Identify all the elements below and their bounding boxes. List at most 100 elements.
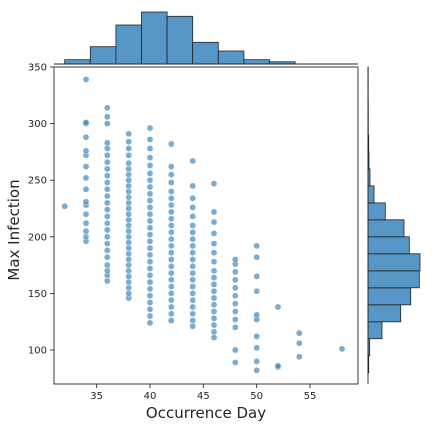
scatter-point [126, 205, 132, 211]
scatter-point [126, 188, 132, 194]
scatter-point [147, 218, 153, 224]
scatter-point [126, 194, 132, 200]
scatter-point [168, 290, 174, 296]
scatter-point [190, 204, 196, 210]
scatter-point [190, 290, 196, 296]
x-tick-label: 35 [90, 391, 103, 402]
scatter-point [147, 299, 153, 305]
y-tick-label: 100 [28, 346, 47, 357]
x-hist-bar [116, 25, 142, 64]
scatter-point [168, 270, 174, 276]
scatter-point [126, 222, 132, 228]
scatter-point [254, 345, 260, 351]
scatter-point [211, 219, 217, 225]
scatter-point [104, 234, 110, 240]
x-hist-bar [193, 42, 219, 64]
scatter-point [104, 121, 110, 127]
scatter-point [211, 241, 217, 247]
scatter-point [147, 313, 153, 319]
x-hist-bar [244, 60, 270, 64]
x-tick-label: 45 [197, 391, 210, 402]
scatter-point [126, 279, 132, 285]
scatter-point [190, 318, 196, 324]
scatter-point [104, 227, 110, 233]
scatter-point [104, 262, 110, 268]
scatter-point [126, 152, 132, 158]
scatter-point [275, 304, 281, 310]
scatter-point [168, 202, 174, 208]
scatter-point [254, 358, 260, 364]
scatter-point [232, 269, 238, 275]
scatter-point [147, 198, 153, 204]
x-tick-label: 40 [144, 391, 157, 402]
scatter-point [104, 207, 110, 213]
scatter-point [190, 183, 196, 189]
scatter-point [104, 254, 110, 260]
scatter-point [104, 200, 110, 206]
scatter-point [232, 277, 238, 283]
scatter-point [190, 270, 196, 276]
scatter-point [83, 164, 89, 170]
scatter-point [147, 293, 153, 299]
scatter-point [104, 247, 110, 253]
scatter-point [62, 203, 68, 209]
scatter-point [254, 367, 260, 373]
scatter-point [168, 284, 174, 290]
scatter-point [126, 234, 132, 240]
scatter-point [126, 145, 132, 151]
scatter-point [104, 152, 110, 158]
scatter-point [104, 105, 110, 111]
scatter-point [126, 239, 132, 245]
scatter-point [126, 251, 132, 257]
scatter-point [147, 238, 153, 244]
scatter-point [232, 308, 238, 314]
scatter-point [126, 262, 132, 268]
scatter-point [211, 302, 217, 308]
y-hist-bar [368, 203, 385, 220]
scatter-point [232, 359, 238, 365]
scatter-point [168, 164, 174, 170]
scatter-point [104, 278, 110, 284]
scatter-point [83, 76, 89, 82]
scatter-point [126, 256, 132, 262]
scatter-point [168, 141, 174, 147]
scatter-point [147, 232, 153, 238]
scatter-point [126, 200, 132, 206]
scatter-point [232, 256, 238, 262]
scatter-point [168, 311, 174, 317]
scatter-point [211, 288, 217, 294]
scatter-point [211, 275, 217, 281]
scatter-point [168, 277, 174, 283]
plot-frame [54, 67, 358, 384]
scatter-point [190, 304, 196, 310]
scatter-point [211, 250, 217, 256]
y-hist-bar [368, 220, 404, 237]
scatter-point [83, 119, 89, 125]
scatter-point [104, 186, 110, 192]
scatter-point [147, 245, 153, 251]
scatter-point [126, 273, 132, 279]
scatter-point [211, 181, 217, 187]
scatter-point [147, 191, 153, 197]
y-hist-bar [368, 322, 382, 339]
x-hist-bar [65, 60, 91, 64]
scatter-point [126, 228, 132, 234]
scatter-point [232, 316, 238, 322]
scatter-point [104, 220, 110, 226]
scatter-point [147, 259, 153, 265]
scatter-point [190, 311, 196, 317]
scatter-point [254, 312, 260, 318]
scatter-point [168, 222, 174, 228]
scatter-point [232, 324, 238, 330]
scatter-point [126, 160, 132, 166]
scatter-point [104, 140, 110, 146]
scatter-point [211, 315, 217, 321]
scatter-point [254, 288, 260, 294]
scatter-point [147, 211, 153, 217]
scatter-point [168, 229, 174, 235]
scatter-point [126, 245, 132, 251]
scatter-point [211, 268, 217, 274]
x-hist-bar [142, 12, 168, 64]
scatter-point [254, 333, 260, 339]
